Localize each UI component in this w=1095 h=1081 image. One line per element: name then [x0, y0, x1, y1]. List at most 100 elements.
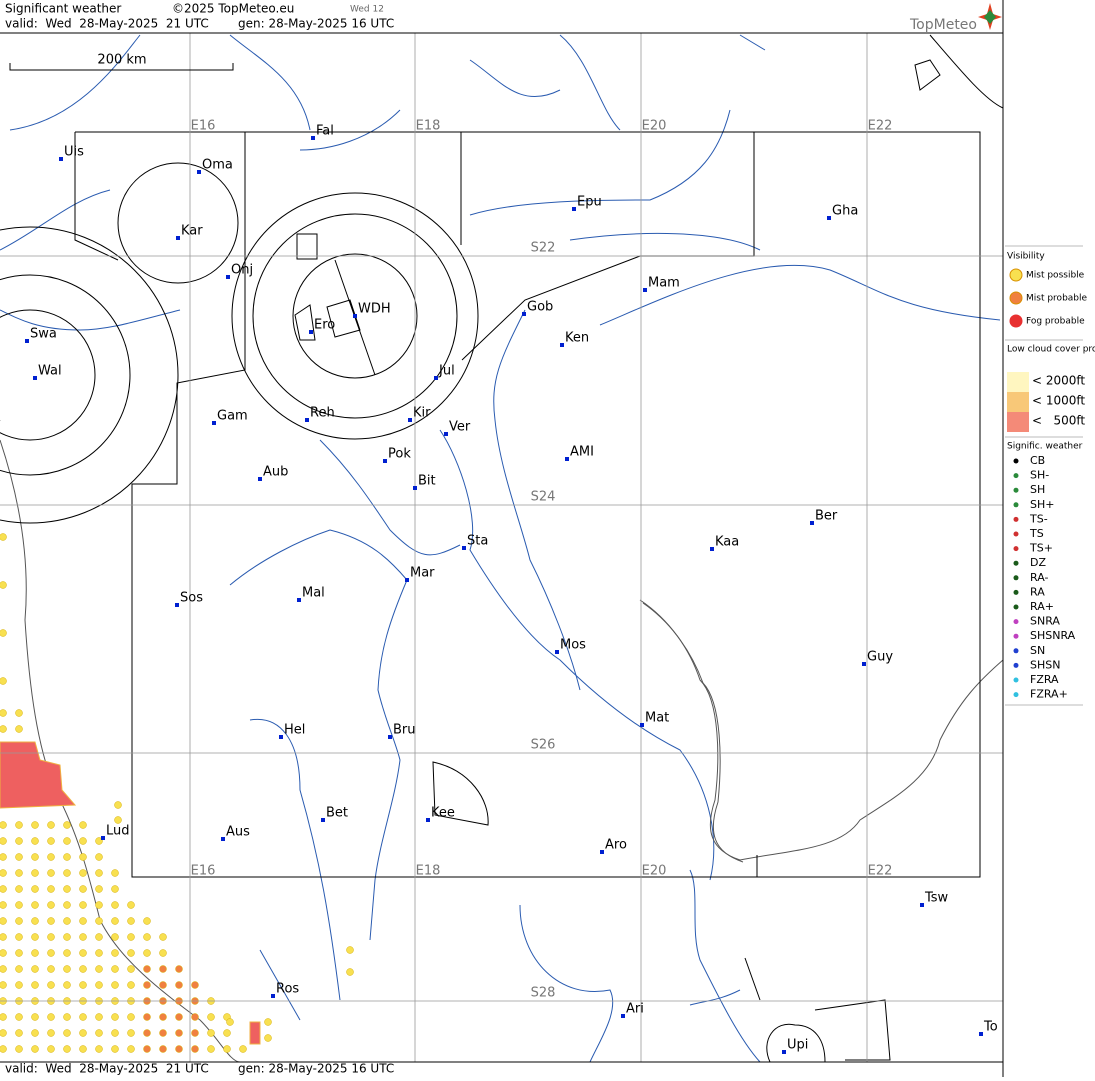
mist-symbol	[143, 949, 151, 957]
mist-symbol	[63, 981, 71, 989]
legend-title: Low cloud cover probable	[1007, 345, 1095, 355]
place-marker	[212, 421, 216, 425]
mist-symbol	[111, 869, 119, 877]
weather-symbol	[1013, 648, 1019, 654]
mist-symbol	[79, 853, 87, 861]
legend-item: < 500ft	[1032, 414, 1085, 428]
place-marker	[782, 1050, 786, 1054]
mist-symbol	[175, 1013, 183, 1021]
mist-symbol	[63, 853, 71, 861]
place-marker	[640, 723, 644, 727]
mist-symbol	[63, 1029, 71, 1037]
mist-symbol	[0, 917, 7, 925]
mist-symbol	[15, 869, 23, 877]
mist-symbol	[346, 968, 354, 976]
legend-item: RA+	[1030, 600, 1054, 613]
fog-area	[0, 741, 77, 809]
place-label: Wal	[38, 364, 62, 379]
mist-symbol	[143, 917, 151, 925]
mist-symbol	[47, 1029, 55, 1037]
place-marker	[920, 903, 924, 907]
place-marker	[25, 339, 29, 343]
mist-symbol	[143, 933, 151, 941]
place-marker	[434, 376, 438, 380]
place-marker	[271, 994, 275, 998]
legend-title: Signific. weather	[1007, 442, 1083, 452]
place-marker	[297, 598, 301, 602]
place-label: Ari	[626, 1002, 644, 1017]
mist-symbol	[127, 1029, 135, 1037]
mist-symbol	[47, 869, 55, 877]
visibility-symbol	[1009, 268, 1023, 282]
mist-symbol	[223, 1029, 231, 1037]
mist-symbol	[111, 917, 119, 925]
mist-symbol	[0, 949, 7, 957]
legend: Visibility Low cloud cover probable Sign…	[1005, 245, 1095, 706]
weather-symbol	[1013, 575, 1019, 581]
cloud-swatch	[1007, 392, 1029, 412]
legend-item: FZRA	[1030, 673, 1059, 686]
place-label: Bit	[418, 474, 436, 489]
place-label: Pok	[388, 447, 411, 462]
mist-symbol	[31, 853, 39, 861]
weather-symbol	[1013, 633, 1019, 639]
mist-symbol	[47, 885, 55, 893]
weather-symbol	[1013, 692, 1019, 698]
place-marker	[710, 547, 714, 551]
mist-symbol	[95, 981, 103, 989]
mist-symbol	[15, 1013, 23, 1021]
mist-symbol	[111, 885, 119, 893]
mist-symbol	[95, 869, 103, 877]
mist-symbol	[79, 917, 87, 925]
mist-symbol	[95, 965, 103, 973]
map-area	[0, 33, 1004, 1063]
place-marker	[600, 850, 604, 854]
mist-symbol	[47, 1013, 55, 1021]
mist-symbol	[143, 1045, 151, 1053]
coastline	[0, 420, 1004, 1063]
mist-symbol	[127, 949, 135, 957]
place-label: Ken	[565, 331, 589, 346]
mist-symbol	[127, 917, 135, 925]
place-marker	[408, 418, 412, 422]
mist-symbol	[15, 965, 23, 973]
mist-symbol	[264, 1018, 272, 1026]
mist-symbol	[79, 933, 87, 941]
mist-symbol	[127, 981, 135, 989]
mist-symbol	[63, 1045, 71, 1053]
mist-symbol	[63, 965, 71, 973]
place-label: Hel	[284, 723, 305, 738]
mist-symbol	[15, 885, 23, 893]
mist-symbol	[63, 933, 71, 941]
place-marker	[413, 486, 417, 490]
weather-symbol	[1013, 677, 1019, 683]
mist-symbol	[226, 1018, 234, 1026]
mist-symbol	[15, 981, 23, 989]
place-marker	[33, 376, 37, 380]
place-marker	[309, 330, 313, 334]
legend-item: RA	[1030, 585, 1045, 598]
mist-symbol	[47, 853, 55, 861]
mist-symbol	[127, 901, 135, 909]
place-label: Kir	[413, 406, 431, 421]
place-label: Mat	[645, 711, 669, 726]
mist-symbol	[95, 837, 103, 845]
mist-symbol	[63, 1013, 71, 1021]
mist-symbol	[191, 981, 199, 989]
mist-symbol	[207, 1045, 215, 1053]
place-label: Mar	[410, 566, 435, 581]
mist-symbol	[0, 1013, 7, 1021]
mist-symbol	[63, 917, 71, 925]
mist-symbol	[15, 837, 23, 845]
place-label: Guy	[867, 650, 893, 665]
mist-symbol	[95, 1029, 103, 1037]
footer-generated: gen: 28-May-2025 16 UTC	[238, 1062, 394, 1076]
mist-symbol	[15, 949, 23, 957]
place-marker	[572, 207, 576, 211]
place-label: Oma	[202, 158, 233, 173]
mist-symbol	[15, 917, 23, 925]
place-marker	[979, 1032, 983, 1036]
weather-symbol	[1013, 458, 1019, 464]
place-label: Mos	[560, 638, 586, 653]
